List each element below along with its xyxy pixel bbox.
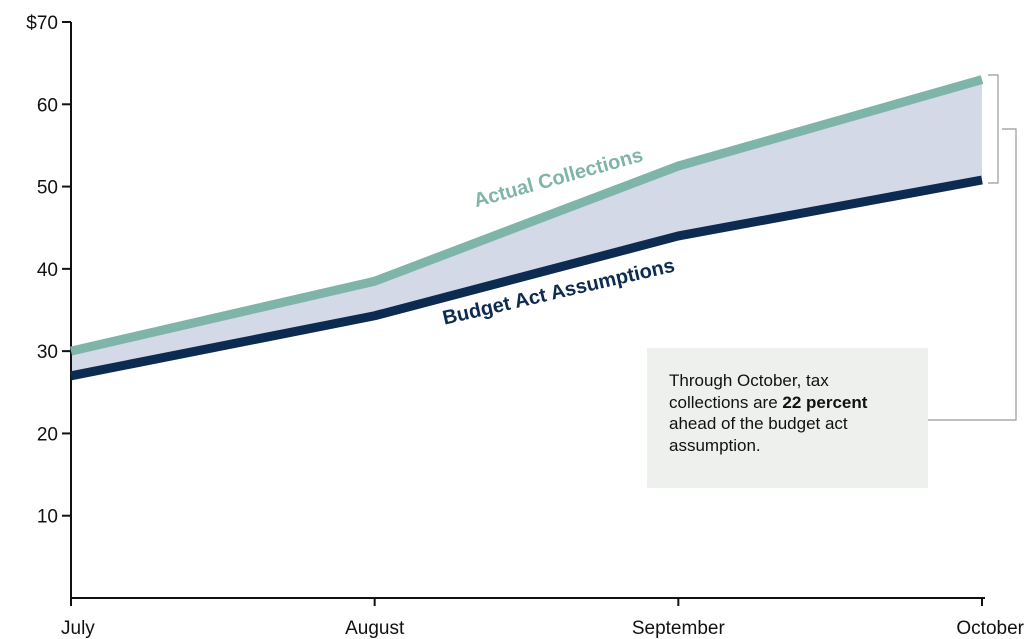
x-tick-label: October — [956, 618, 1024, 639]
callout-connector — [928, 128, 1017, 421]
annotation-callout: Through October, tax collections are 22 … — [647, 348, 928, 488]
series-lines — [69, 75, 984, 381]
y-tick-label: 30 — [37, 342, 58, 363]
y-tick-label: 20 — [37, 424, 58, 445]
actual-collections-line — [69, 75, 984, 356]
y-tick-label: 50 — [37, 178, 58, 199]
y-tick-label: $70 — [26, 13, 58, 34]
x-ticks: July August September October — [61, 598, 1025, 639]
y-tick-label: 60 — [37, 95, 58, 116]
y-tick-label: 40 — [37, 260, 58, 281]
annotation-highlight: 22 percent — [782, 392, 868, 412]
annotation-text: Through October, tax collections are 22 … — [669, 371, 868, 455]
callout-bracket — [928, 74, 1017, 421]
x-tick-label: July — [61, 618, 95, 639]
y-tick-label: 10 — [37, 507, 58, 528]
x-tick-label: August — [345, 618, 405, 639]
budget-act-assumptions-line — [70, 175, 983, 381]
difference-bracket — [988, 74, 999, 184]
y-ticks: $70 60 50 40 30 20 10 — [26, 13, 71, 528]
x-tick-label: September — [632, 618, 726, 639]
axes — [70, 22, 985, 599]
